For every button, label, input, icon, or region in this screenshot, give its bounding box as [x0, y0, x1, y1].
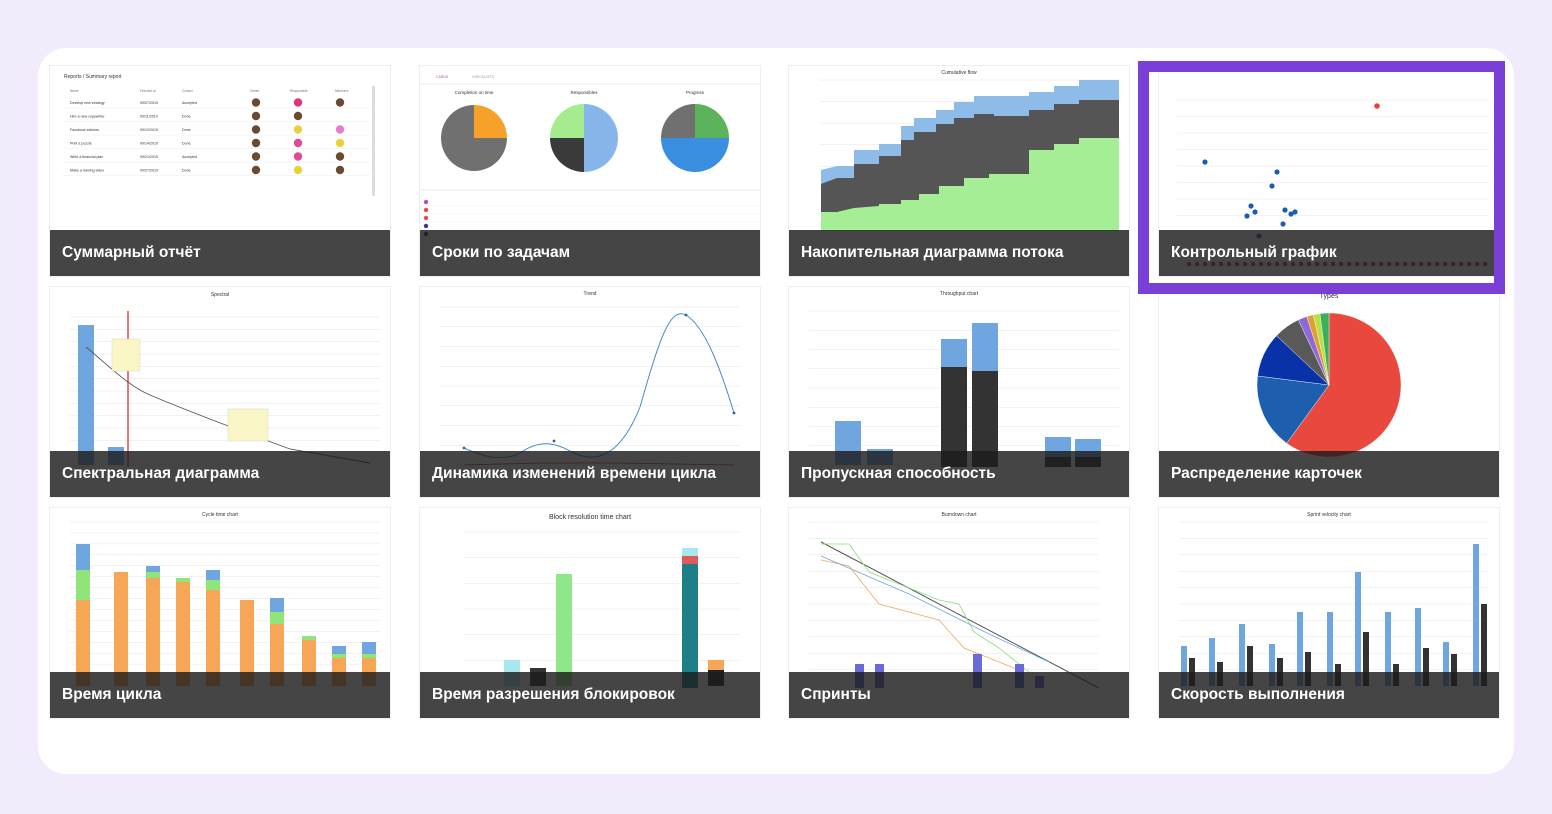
svg-text:09/21/2019: 09/21/2019 — [140, 155, 158, 159]
tab-cards: CARDS — [436, 75, 449, 79]
table-row: Print a puzzle 09/14/2019 Done — [62, 138, 370, 149]
svg-text:09/07/2019: 09/07/2019 — [140, 101, 158, 105]
report-card-velocity[interactable]: Sprint velocity chart Скорость выполнени… — [1159, 508, 1499, 718]
chart-title: Cumulative flow — [941, 70, 977, 76]
table-row: Make a training video 09/27/2019 Done — [62, 165, 370, 176]
report-card-title: Суммарный отчёт — [50, 230, 390, 276]
summary-table-thumbnail: Reports / Summary report Name Finished a… — [62, 74, 375, 196]
table-row: Write a financial plan 09/21/2019 Accepted — [62, 152, 370, 163]
chart-title: Throughput chart — [940, 291, 979, 297]
svg-text:Done: Done — [182, 142, 191, 146]
report-card-title: Спектральная диаграмма — [50, 451, 390, 497]
svg-text:09/27/2019: 09/27/2019 — [140, 169, 158, 173]
report-card-cycle[interactable]: Cycle time chart Время цикла — [50, 508, 390, 718]
svg-text:Facebook stickers: Facebook stickers — [70, 128, 99, 132]
column-header: Members — [335, 89, 349, 93]
report-card-title: Динамика изменений времени цикла — [420, 451, 760, 497]
chart-title: Spectral — [211, 292, 229, 298]
report-card-blocks[interactable]: Block resolution time chart Время разреш… — [420, 508, 760, 718]
report-card-title: Сроки по задачам — [420, 230, 760, 276]
types-pie-thumbnail: Types — [1256, 293, 1402, 458]
deadline-pies-thumbnail: CARDS CHECKLISTS Completion on time Resp… — [420, 75, 760, 239]
column-header: Name — [70, 89, 79, 93]
report-card-title: Распределение карточек — [1159, 451, 1499, 497]
table-row: Hire a new copywriter 09/11/2019 Done — [62, 111, 370, 122]
report-card-title: Время цикла — [50, 672, 390, 718]
report-card-throughput[interactable]: Throughput chart Пропускная способность — [789, 287, 1129, 497]
report-card-spectral[interactable]: Spectral Спектральная диаграмма — [50, 287, 390, 497]
report-card-cfd[interactable]: Cumulative flow Накопительная диаграмма … — [789, 66, 1129, 276]
svg-text:Done: Done — [182, 128, 191, 132]
tab-checklists: CHECKLISTS — [472, 75, 495, 79]
report-card-title: Спринты — [789, 672, 1129, 718]
svg-text:Print a puzzle: Print a puzzle — [70, 142, 92, 146]
report-card-deadlines[interactable]: CARDS CHECKLISTS Completion on time Resp… — [420, 66, 760, 276]
report-card-trend[interactable]: Trend Динамика изменений времени цикла — [420, 287, 760, 497]
report-card-control[interactable]: Контрольный график — [1159, 66, 1499, 276]
report-card-distribution[interactable]: Types Распределение карточек — [1159, 287, 1499, 497]
report-card-title: Пропускная способность — [789, 451, 1129, 497]
column-header: Owner — [250, 89, 260, 93]
pie-title: Progress — [686, 90, 705, 95]
chart-title: Burndown chart — [941, 512, 977, 518]
svg-text:Hire a new copywriter: Hire a new copywriter — [70, 115, 105, 119]
spectral-thumbnail: Spectral — [70, 292, 380, 467]
report-card-summary[interactable]: Reports / Summary report Name Finished a… — [50, 66, 390, 276]
svg-text:Accepted: Accepted — [182, 101, 197, 105]
column-header: Responsible — [290, 89, 308, 93]
chart-title: Cycle time chart — [202, 512, 238, 518]
cumulative-flow-thumbnail: Cumulative flow — [819, 70, 1119, 232]
chart-title: Trend — [584, 291, 597, 297]
table-row: Develop new strategy 09/07/2019 Accepted — [62, 98, 370, 109]
svg-text:Make a training video: Make a training video — [70, 169, 104, 173]
breadcrumb: Reports / Summary report — [64, 74, 122, 80]
svg-text:Done: Done — [182, 115, 191, 119]
table-row: Facebook stickers 09/12/2019 Done — [62, 125, 370, 136]
svg-text:09/12/2019: 09/12/2019 — [140, 128, 158, 132]
pie-title: Responsibles — [570, 90, 598, 95]
svg-text:Develop new strategy: Develop new strategy — [70, 101, 105, 105]
column-header: Column — [182, 89, 193, 93]
report-card-title: Скорость выполнения — [1159, 672, 1499, 718]
report-card-title: Время разрешения блокировок — [420, 672, 760, 718]
column-header: Finished at — [140, 89, 156, 93]
svg-text:09/11/2019: 09/11/2019 — [140, 115, 158, 119]
report-card-title: Контрольный график — [1159, 230, 1499, 276]
block-resolution-thumbnail: Block resolution time chart — [464, 514, 740, 688]
chart-title: Types — [1320, 293, 1339, 300]
svg-text:Write a financial plan: Write a financial plan — [70, 155, 103, 159]
report-card-sprints[interactable]: Burndown chart Спринты — [789, 508, 1129, 718]
chart-title: Block resolution time chart — [549, 514, 631, 521]
pie-title: Completion on time — [455, 90, 494, 95]
svg-text:Accepted: Accepted — [182, 155, 197, 159]
chart-title: Sprint velocity chart — [1307, 512, 1351, 518]
report-card-title: Накопительная диаграмма потока — [789, 230, 1129, 276]
svg-text:09/14/2019: 09/14/2019 — [140, 142, 158, 146]
svg-text:Done: Done — [182, 169, 191, 173]
